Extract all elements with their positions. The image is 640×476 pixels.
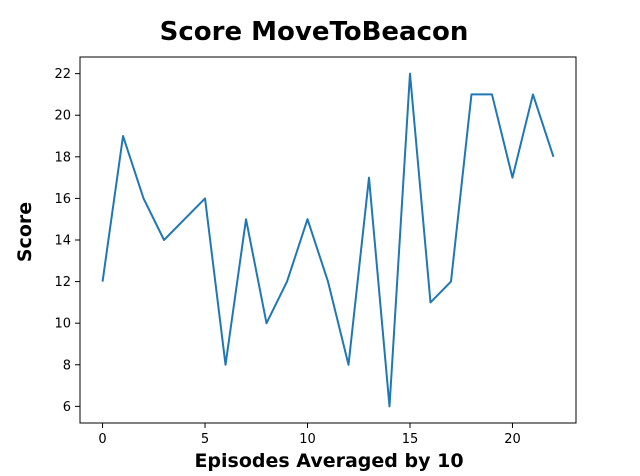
y-tick-label: 18 bbox=[54, 150, 71, 165]
y-tick-label: 12 bbox=[54, 275, 71, 290]
chart-title: Score MoveToBeacon bbox=[160, 17, 469, 47]
series-layer bbox=[101, 72, 555, 408]
plot-area-frame bbox=[79, 56, 577, 424]
y-tick-label: 16 bbox=[54, 192, 71, 207]
x-tick-label: 20 bbox=[504, 432, 521, 447]
x-tick-label: 5 bbox=[201, 432, 209, 447]
y-tick-label: 10 bbox=[54, 317, 71, 332]
x-tick-label: 15 bbox=[402, 432, 419, 447]
x-axis-label: Episodes Averaged by 10 bbox=[194, 450, 463, 472]
x-tick-label: 0 bbox=[98, 432, 106, 447]
ticks-layer: 0 5 10 15 20 6 8 10 12 14 16 18 20 22 bbox=[54, 67, 520, 447]
y-tick-label: 20 bbox=[54, 109, 71, 124]
y-tick-label: 14 bbox=[54, 234, 71, 249]
y-tick-label: 22 bbox=[54, 67, 71, 82]
y-axis-label: Score bbox=[14, 202, 36, 262]
y-tick-label: 8 bbox=[63, 358, 71, 373]
y-tick-label: 6 bbox=[63, 400, 71, 415]
series-line bbox=[101, 72, 555, 408]
x-tick-label: 10 bbox=[299, 432, 316, 447]
